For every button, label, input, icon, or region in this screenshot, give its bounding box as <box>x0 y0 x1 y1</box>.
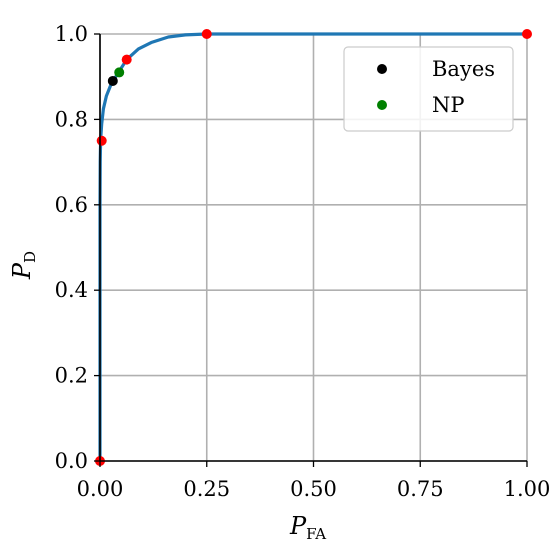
x-tick-label: 0.25 <box>183 477 230 501</box>
y-axis-label-sub: D <box>21 251 39 263</box>
x-axis-label: PFA <box>289 512 326 543</box>
x-axis-label-main: P <box>289 512 307 540</box>
legend-marker-np <box>377 100 387 110</box>
legend-label-np: NP <box>432 93 465 117</box>
x-axis-label-sub: FA <box>306 525 326 543</box>
bayes-point <box>108 76 118 86</box>
x-tick-label: 1.00 <box>504 477 551 501</box>
threshold-point <box>122 55 132 65</box>
x-tick-label: 0.00 <box>77 477 124 501</box>
legend-marker-bayes <box>377 64 387 74</box>
y-tick-label: 0.8 <box>55 107 88 131</box>
threshold-point <box>522 29 532 39</box>
y-axis-label-main: P <box>8 262 36 280</box>
y-tick-label: 1.0 <box>55 22 88 46</box>
threshold-point <box>97 136 107 146</box>
y-tick-label: 0.0 <box>55 449 88 473</box>
legend-label-bayes: Bayes <box>432 57 495 81</box>
legend: Bayes NP <box>344 47 513 131</box>
np-point <box>114 67 124 77</box>
y-tick-label: 0.2 <box>55 364 88 388</box>
y-axis-label: PD <box>8 251 39 280</box>
threshold-point <box>202 29 212 39</box>
x-tick-label: 0.50 <box>290 477 337 501</box>
y-tick-label: 0.6 <box>55 193 88 217</box>
x-tick-label: 0.75 <box>397 477 444 501</box>
y-tick-label: 0.4 <box>55 278 88 302</box>
